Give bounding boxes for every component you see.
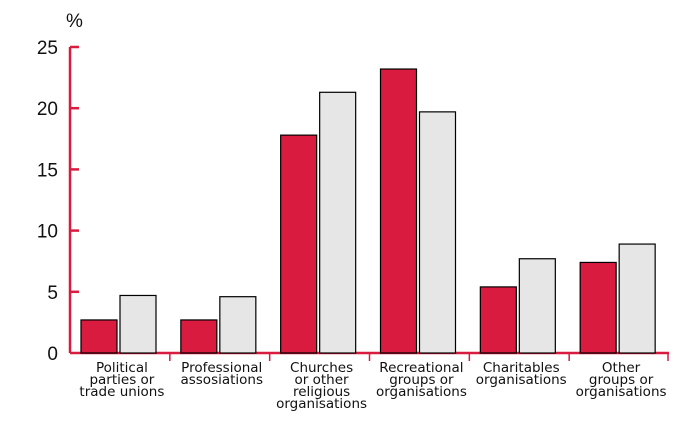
x-category-label-line: trade unions [79, 384, 164, 400]
y-tick-label: 5 [47, 283, 58, 304]
x-category-label-line: organisations [576, 384, 667, 400]
x-category-label-line: Charitables [483, 360, 560, 376]
x-category-label-line: organisations [376, 384, 467, 400]
bar-series-1-category-4 [379, 68, 418, 354]
x-category-label-line: Churches [290, 360, 353, 376]
x-category-label-line: groups or [589, 372, 654, 388]
x-category-label-line: assosiations [180, 372, 263, 388]
x-category-label-line: organisations [476, 372, 567, 388]
bar-series-2-category-6 [618, 243, 656, 354]
x-category-label-line: groups or [389, 372, 454, 388]
bars [80, 68, 656, 354]
x-category-label: Political parties or trade unions [79, 360, 164, 400]
x-category-label: Charitables organisations [476, 360, 567, 388]
bar-series-1-category-6 [579, 261, 617, 354]
y-axis-unit-label: % [66, 11, 83, 32]
bar-series-2-category-3 [319, 91, 357, 354]
category-labels: Political parties or trade unions Professio… [79, 360, 666, 412]
x-category-label-line: religious [293, 384, 350, 400]
y-tick-label: 25 [37, 38, 58, 59]
x-category-label-line: Recreational [379, 360, 463, 376]
bar-series-2-category-1 [119, 294, 157, 354]
x-category-label-line: Professional [181, 360, 262, 376]
y-tick-label: 0 [47, 344, 58, 365]
bar-series-1-category-1 [80, 319, 118, 354]
bar-series-2-category-4 [418, 111, 457, 354]
y-tick-label: 20 [37, 99, 58, 120]
x-category-label-line: organisations [276, 396, 367, 412]
x-category-label: Other groups or organisations [576, 360, 667, 400]
bar-series-1-category-2 [180, 319, 218, 354]
x-category-label-line: or other [295, 372, 350, 388]
y-tick-label: 10 [37, 222, 58, 243]
bar-series-1-category-3 [280, 134, 318, 354]
axes: 0 5 10 15 20 25 [37, 38, 669, 365]
x-category-label-line: Other [602, 360, 641, 376]
x-category-label: Recreational groups or organisations [376, 360, 467, 400]
bar-series-1-category-5 [479, 286, 517, 354]
x-category-label: Professional assosiations [180, 360, 263, 388]
bar-series-2-category-5 [518, 258, 556, 354]
y-tick-label: 15 [37, 160, 58, 181]
x-category-label: Churches or other religious organisations [276, 360, 367, 412]
bar-series-2-category-2 [219, 296, 257, 354]
x-category-label-line: Political [96, 360, 148, 376]
x-category-label-line: parties or [89, 372, 154, 388]
